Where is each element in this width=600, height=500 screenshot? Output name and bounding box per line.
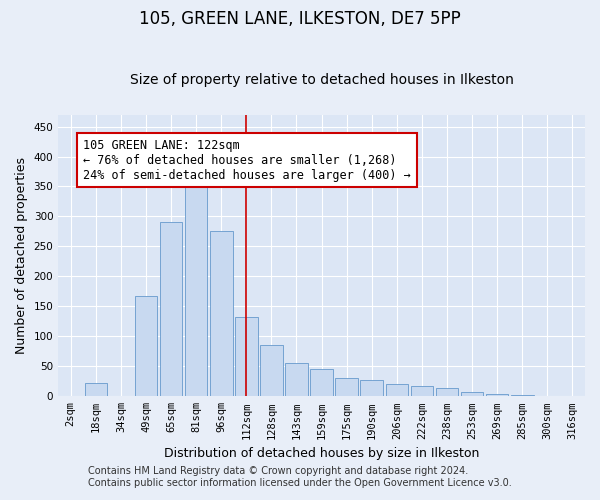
Bar <box>285 364 308 396</box>
Bar <box>235 316 257 396</box>
Bar <box>185 178 208 396</box>
Bar <box>160 222 182 396</box>
Bar <box>134 296 157 396</box>
Bar <box>210 232 233 396</box>
Bar <box>511 395 533 396</box>
Bar <box>486 394 508 396</box>
Bar <box>85 383 107 396</box>
Y-axis label: Number of detached properties: Number of detached properties <box>15 157 28 354</box>
Title: Size of property relative to detached houses in Ilkeston: Size of property relative to detached ho… <box>130 73 514 87</box>
Text: 105 GREEN LANE: 122sqm
← 76% of detached houses are smaller (1,268)
24% of semi-: 105 GREEN LANE: 122sqm ← 76% of detached… <box>83 138 411 182</box>
Bar <box>335 378 358 396</box>
Bar <box>310 370 333 396</box>
Bar <box>436 388 458 396</box>
Bar <box>386 384 408 396</box>
Bar <box>410 386 433 396</box>
Text: 105, GREEN LANE, ILKESTON, DE7 5PP: 105, GREEN LANE, ILKESTON, DE7 5PP <box>139 10 461 28</box>
Bar <box>361 380 383 396</box>
Bar <box>461 392 484 396</box>
X-axis label: Distribution of detached houses by size in Ilkeston: Distribution of detached houses by size … <box>164 447 479 460</box>
Text: Contains HM Land Registry data © Crown copyright and database right 2024.
Contai: Contains HM Land Registry data © Crown c… <box>88 466 512 487</box>
Bar <box>260 346 283 397</box>
